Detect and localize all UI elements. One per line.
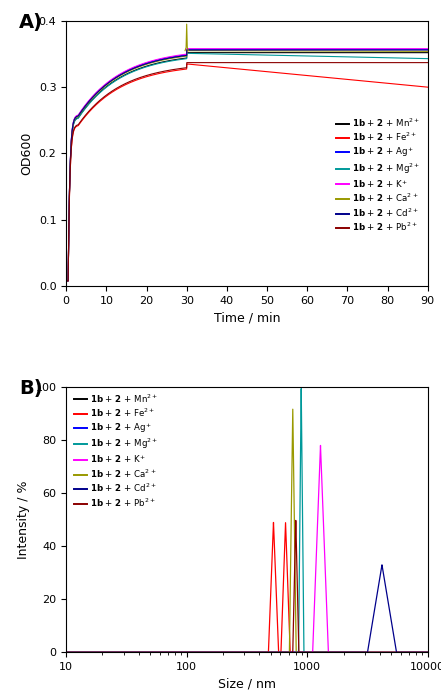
Legend: $\mathbf{1b}$ + $\mathbf{2}$ + Mn$^{2+}$, $\mathbf{1b}$ + $\mathbf{2}$ + Fe$^{2+: $\mathbf{1b}$ + $\mathbf{2}$ + Mn$^{2+}$… xyxy=(332,113,423,237)
X-axis label: Time / min: Time / min xyxy=(214,312,280,325)
Y-axis label: Intensity / %: Intensity / % xyxy=(17,480,30,559)
Text: A): A) xyxy=(19,13,43,32)
X-axis label: Size / nm: Size / nm xyxy=(218,677,276,691)
Legend: $\mathbf{1b}$ + $\mathbf{2}$ + Mn$^{2+}$, $\mathbf{1b}$ + $\mathbf{2}$ + Fe$^{2+: $\mathbf{1b}$ + $\mathbf{2}$ + Mn$^{2+}$… xyxy=(71,389,162,512)
Text: B): B) xyxy=(19,379,43,398)
Y-axis label: OD600: OD600 xyxy=(20,132,33,175)
